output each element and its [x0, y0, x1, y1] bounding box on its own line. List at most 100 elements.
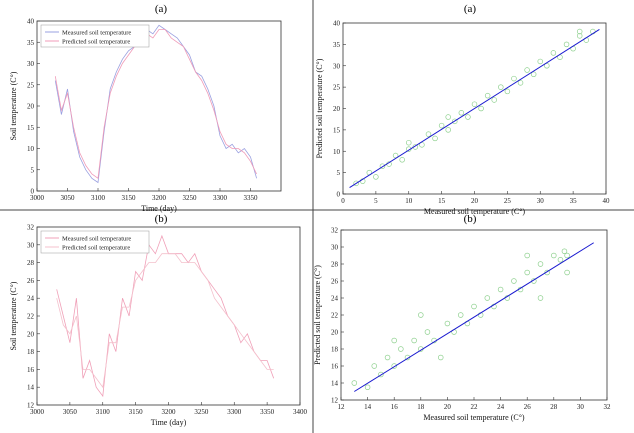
x-tick-label: 3250: [194, 408, 209, 416]
scatter-point: [550, 50, 557, 56]
chart-1: 3000 3050 3100 3150 3200 3250 3300 3350 0 5 10 15 20…: [9, 18, 282, 213]
scatter-point: [432, 135, 438, 142]
scatter-point: [384, 354, 391, 361]
x-tick-label: 16: [391, 403, 399, 411]
y-tick-label: 35: [27, 39, 35, 47]
scatter-point: [378, 371, 384, 378]
scatter-point: [530, 71, 537, 78]
x-axis-label: Time (day): [151, 418, 187, 427]
x-tick-label: 3000: [30, 408, 45, 416]
y-tick-label: 14: [331, 380, 339, 388]
plot-area: [36, 226, 301, 406]
y-tick-label: 40: [27, 18, 35, 26]
y-tick-label: 30: [333, 62, 341, 70]
scatter-point: [551, 252, 557, 259]
x-tick-label: 3050: [63, 408, 78, 416]
scatter-point: [406, 139, 412, 146]
y-tick-label: 5: [31, 166, 35, 174]
series-line-predicted: [54, 29, 257, 180]
scatter-point: [379, 163, 386, 169]
y-tick-label: 14: [27, 384, 35, 392]
scatter-point: [484, 92, 491, 99]
y-tick-label: 26: [331, 278, 339, 286]
x-tick-label: 3150: [129, 408, 144, 416]
scatter-point: [452, 118, 458, 125]
y-tick-label: 18: [331, 346, 339, 354]
y-axis-label: Soil temperature (C°): [9, 71, 18, 140]
scatter-point: [373, 174, 379, 180]
x-tick-label: 28: [550, 403, 558, 411]
y-tick-label: 15: [27, 124, 35, 132]
series-line-predicted: [56, 253, 274, 389]
scatter-point: [563, 41, 570, 48]
scatter-point: [544, 62, 550, 69]
y-tick-label: 26: [27, 277, 35, 285]
panel-title-bottom-left: (b): [154, 213, 168, 225]
x-tick-label: 35: [570, 197, 578, 205]
scatter-point: [391, 363, 397, 369]
x-tick-label: 40: [603, 197, 611, 205]
x-tick-label: 20: [471, 197, 479, 205]
x-tick-label: 3300: [227, 408, 242, 416]
scatter-point: [471, 303, 477, 310]
x-tick-label: 3200: [162, 408, 177, 416]
scatter-point: [445, 127, 451, 133]
scatter-point: [419, 142, 425, 148]
x-tick-label: 3350: [260, 408, 275, 416]
y-tick-label: 20: [27, 330, 35, 338]
chart-4: 12 14 16 18 20 22 24 26 28 30 32 12 14 16 18 20 22 24 26 28…: [313, 227, 611, 423]
scatter-point: [524, 67, 530, 73]
x-tick-label: 22: [471, 403, 479, 411]
scatter-point: [398, 346, 404, 352]
x-axis-label: Time (day): [141, 204, 177, 213]
plot-area: [36, 20, 282, 192]
scatter-point: [561, 248, 568, 255]
y-tick-label: 25: [333, 84, 341, 92]
x-tick-label: 20: [444, 403, 452, 411]
y-tick-label: 22: [331, 312, 339, 320]
legend-entry: Measured soil temperature: [62, 236, 131, 243]
fit-line: [349, 28, 600, 189]
scatter-point: [411, 337, 417, 344]
x-tick-label: 18: [417, 403, 425, 411]
y-tick-label: 18: [27, 348, 35, 356]
y-tick-label: 12: [27, 402, 35, 410]
x-tick-label: 3100: [96, 408, 111, 416]
series-line-measured: [54, 24, 257, 184]
y-tick-label: 10: [27, 145, 35, 153]
fit-line: [354, 242, 594, 392]
scatter-point: [524, 252, 530, 259]
scatter-point: [418, 312, 424, 318]
y-tick-label: 28: [27, 259, 35, 267]
scatter-point: [424, 329, 431, 335]
scatter-point: [557, 257, 564, 263]
scatter-point: [351, 380, 358, 386]
y-tick-label: 16: [331, 363, 339, 371]
y-tick-label: 40: [333, 20, 341, 28]
x-tick-label: 3350: [244, 194, 259, 202]
x-tick-label: 0: [341, 197, 345, 205]
y-tick-label: 20: [27, 103, 35, 111]
y-tick-label: 35: [333, 41, 341, 49]
chart-2: 0 5 10 15 20 25 30 35 40 0 5 10 15 20 25 30 35 40 Measured…: [315, 20, 610, 217]
y-tick-label: 16: [27, 366, 35, 374]
scatter-point: [457, 312, 464, 318]
scatter-point: [544, 269, 550, 276]
legend-entry: Measured soil temperature: [62, 30, 131, 37]
x-tick-label: 26: [524, 403, 532, 411]
x-tick-label: 14: [364, 403, 372, 411]
x-tick-label: 3300: [213, 194, 228, 202]
scatter-point: [478, 105, 484, 112]
y-tick-label: 28: [331, 261, 339, 269]
scatter-point: [576, 33, 583, 39]
x-axis-label: Measured soil temperature (C°): [424, 207, 526, 216]
scatter-point: [497, 286, 504, 293]
y-tick-label: 25: [27, 81, 35, 89]
legend-box: [40, 230, 150, 254]
scatter-point: [537, 58, 543, 65]
scatter-point: [371, 363, 378, 369]
panel-title-top-right: (a): [463, 3, 477, 15]
legend-entry: Predicted soil temperature: [62, 39, 130, 46]
scatter-point: [465, 114, 471, 120]
scatter-point: [511, 75, 517, 82]
